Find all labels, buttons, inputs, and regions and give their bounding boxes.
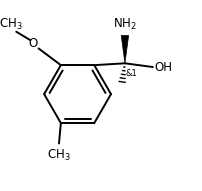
Text: OH: OH <box>155 61 173 74</box>
Text: CH$_3$: CH$_3$ <box>0 17 23 32</box>
Polygon shape <box>121 36 129 63</box>
Text: CH$_3$: CH$_3$ <box>47 148 71 163</box>
Text: O: O <box>28 37 38 50</box>
Text: NH$_2$: NH$_2$ <box>113 17 137 32</box>
Text: &1: &1 <box>126 69 138 78</box>
